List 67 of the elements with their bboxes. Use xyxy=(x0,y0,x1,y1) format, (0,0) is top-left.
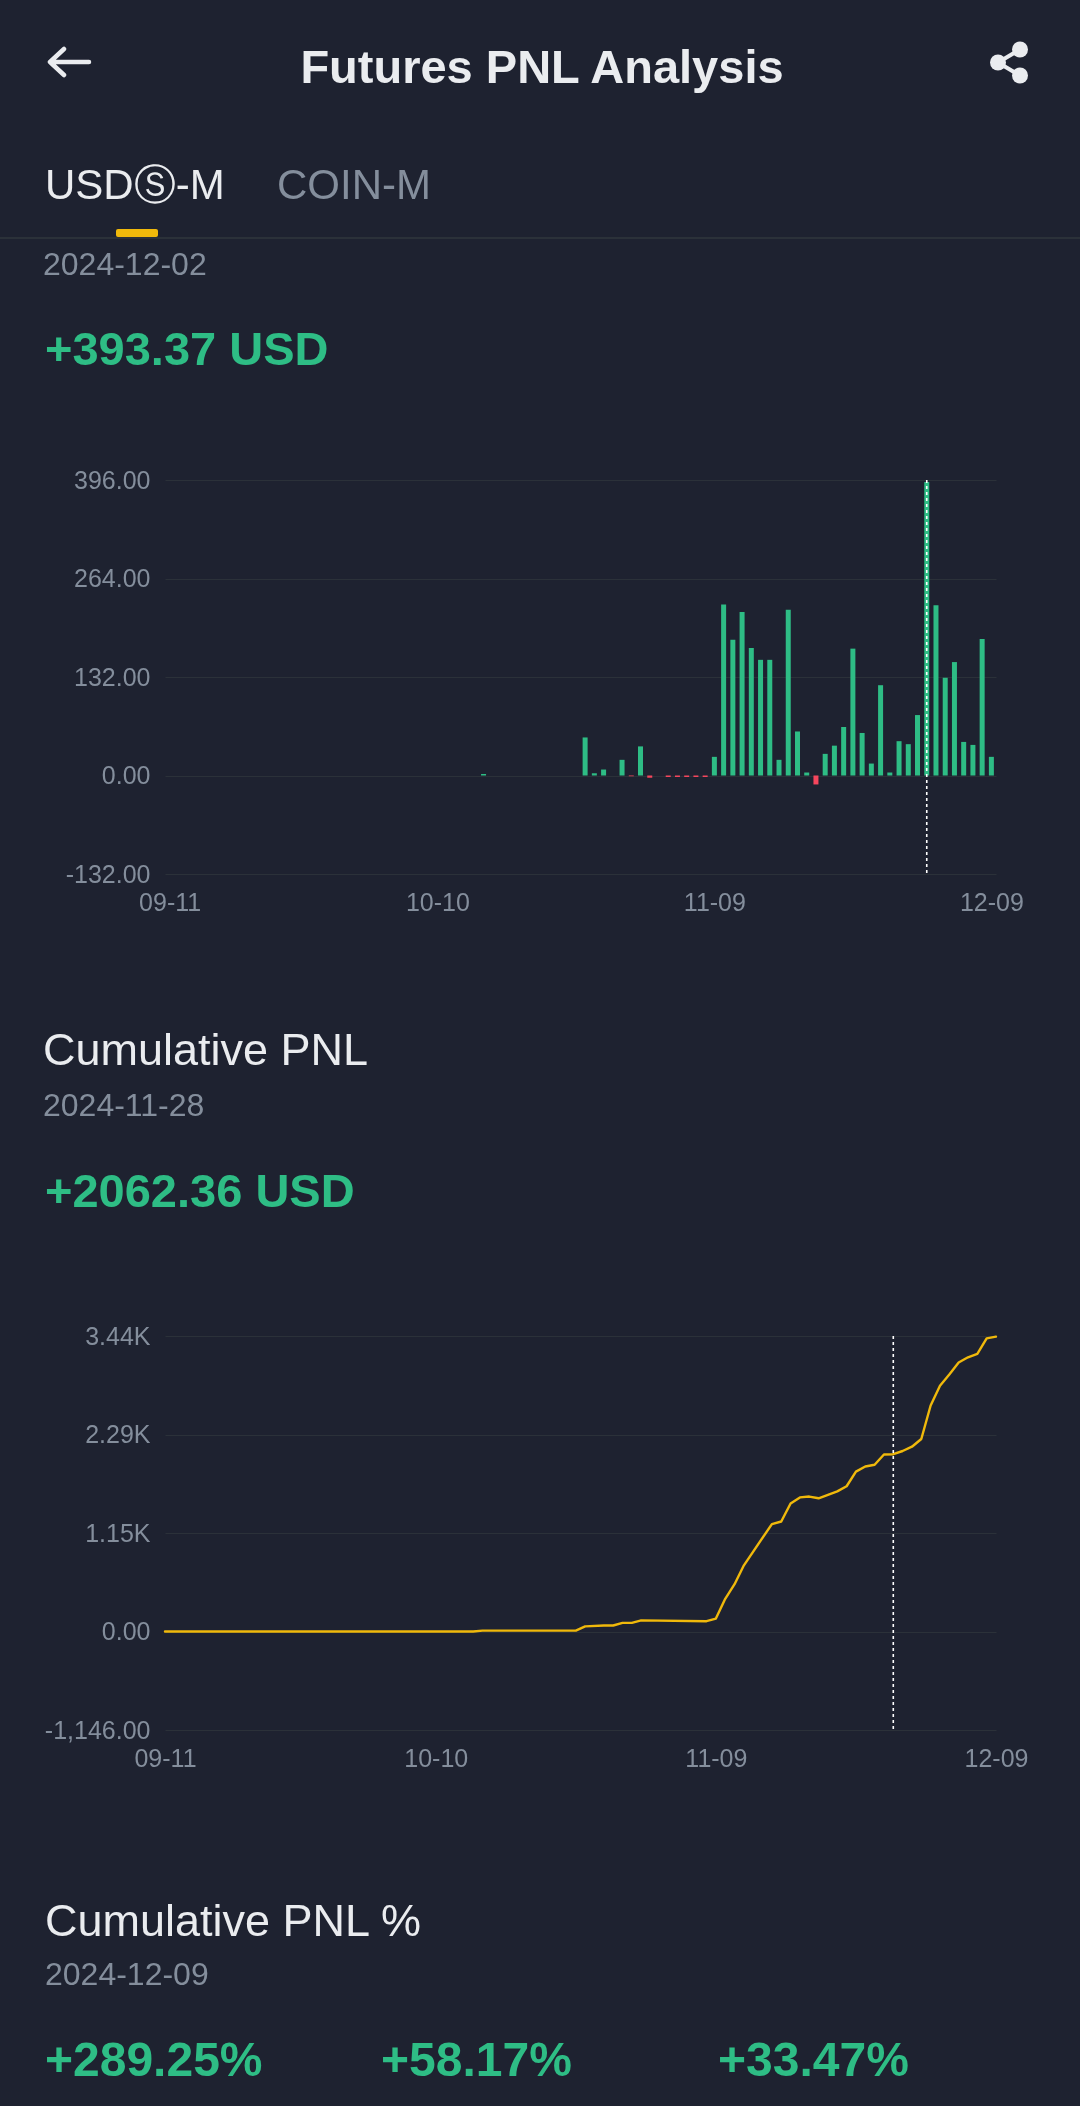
y-tick-label: 2.29K xyxy=(85,1419,151,1448)
text: +33.47% xyxy=(718,2032,909,2089)
text: USDⓈ-M xyxy=(45,159,225,210)
bar xyxy=(850,648,856,776)
bar xyxy=(841,727,847,776)
bar xyxy=(961,742,967,776)
bar xyxy=(748,648,754,776)
bar xyxy=(887,772,893,776)
bar xyxy=(896,741,902,776)
x-tick-label: 09-11 xyxy=(139,887,202,916)
x-tick-label: 09-11 xyxy=(134,1743,197,1772)
bar xyxy=(638,746,644,776)
bar xyxy=(979,639,985,776)
text: +289.25% xyxy=(45,2032,263,2089)
bar xyxy=(647,775,653,779)
x-tick-label: 12-09 xyxy=(964,1743,1029,1772)
bar xyxy=(878,685,884,776)
bar xyxy=(831,745,837,776)
text: Cumulative PNL % xyxy=(45,1894,421,1948)
bar xyxy=(804,772,810,776)
text: +2062.36 USD xyxy=(45,1163,355,1220)
bar xyxy=(711,757,717,776)
y-tick-label: 396.00 xyxy=(74,465,151,494)
x-tick-label: 12-09 xyxy=(959,887,1024,916)
bar xyxy=(601,769,607,776)
line-series xyxy=(163,1335,998,1633)
x-tick-label: 11-09 xyxy=(685,1743,748,1772)
bar xyxy=(915,715,921,776)
y-tick-label: 264.00 xyxy=(74,564,151,593)
y-tick-label: -1,146.00 xyxy=(44,1715,151,1744)
text: +58.17% xyxy=(381,2032,572,2089)
y-tick-label: 132.00 xyxy=(74,662,151,691)
bar xyxy=(582,737,588,776)
bar xyxy=(951,662,957,776)
text: +393.37 USD xyxy=(45,320,329,377)
y-tick-label: 0.00 xyxy=(101,1616,151,1645)
y-tick-label: 0.00 xyxy=(101,761,151,790)
bar xyxy=(591,773,597,776)
bar xyxy=(905,744,911,776)
chart-title: Cumulative PNL xyxy=(43,1023,369,1077)
bar xyxy=(721,604,727,776)
bar xyxy=(767,660,773,776)
bar xyxy=(868,763,874,776)
chart-title: Futures PNL Analysis xyxy=(299,38,785,95)
bar xyxy=(619,760,625,776)
bar xyxy=(988,757,994,776)
bar xyxy=(822,754,828,776)
y-tick-label: -132.00 xyxy=(65,859,151,888)
bar xyxy=(758,660,764,776)
text: COIN-M xyxy=(277,159,431,210)
x-tick-label: 10-10 xyxy=(405,887,470,916)
bar xyxy=(942,678,948,776)
bar xyxy=(785,610,791,776)
x-tick-label: 11-09 xyxy=(683,887,746,916)
bar xyxy=(730,639,736,776)
bar xyxy=(933,605,939,776)
bar xyxy=(970,745,976,776)
chart-subtitle: 2024-12-02 xyxy=(43,244,207,284)
bar xyxy=(794,731,800,776)
text: 2024-12-09 xyxy=(45,1954,209,1994)
y-tick-label: 1.15K xyxy=(85,1518,151,1547)
y-tick-label: 3.44K xyxy=(85,1321,151,1350)
bar xyxy=(859,733,865,776)
bar xyxy=(739,612,745,776)
chart-subtitle: 2024-11-28 xyxy=(43,1086,205,1125)
x-tick-label: 10-10 xyxy=(404,1743,469,1772)
bar xyxy=(776,760,782,776)
